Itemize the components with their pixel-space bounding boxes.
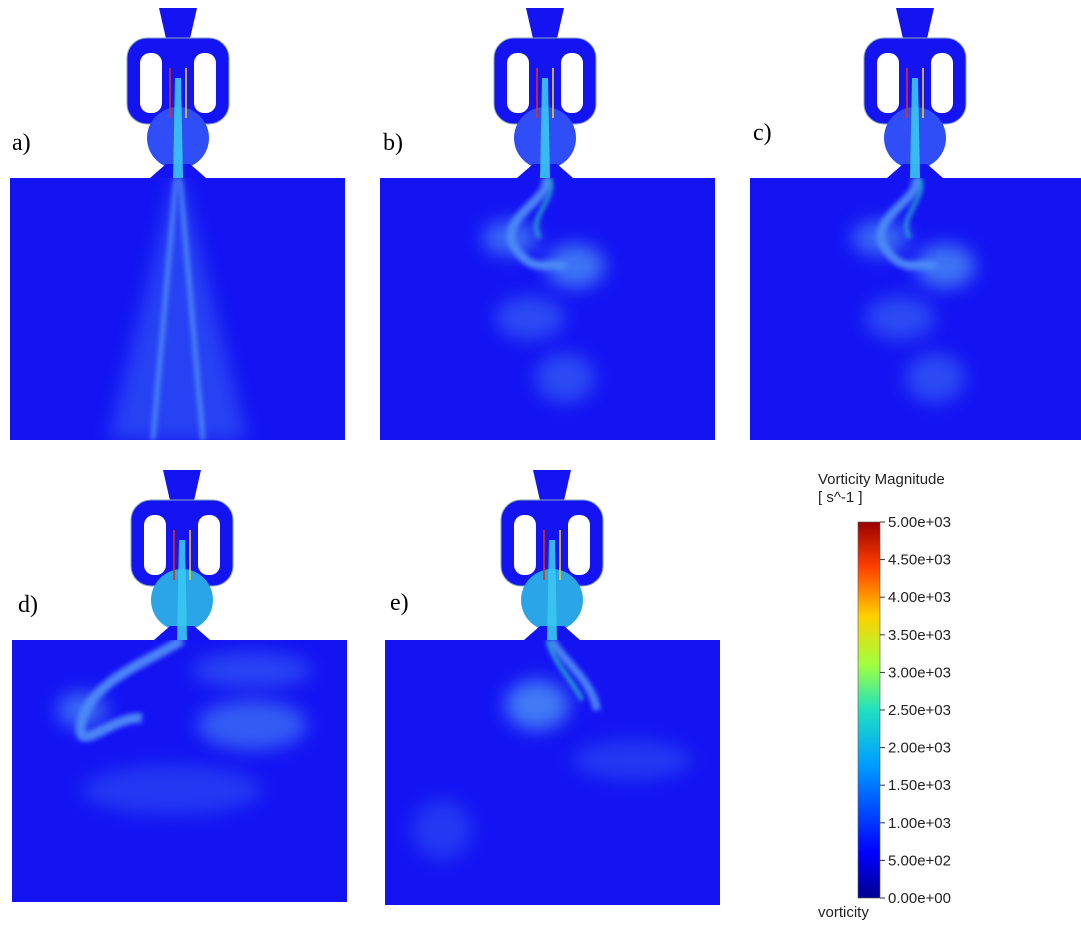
colorbar-tick-label: 2.00e+03	[888, 740, 951, 757]
colorbar-tick-label: 5.00e+03	[888, 514, 951, 531]
chamber-slot	[194, 53, 216, 113]
vortex	[57, 692, 107, 728]
vortex	[905, 353, 965, 403]
vortex	[197, 700, 307, 750]
colorbar-gradient	[858, 522, 880, 898]
panel-label: a)	[12, 130, 31, 156]
chamber-slot	[507, 53, 529, 113]
colorbar-title: Vorticity Magnitude	[818, 471, 945, 488]
figure: a) b) c) d) e) Vorticity Magnitude [ s^-1 ] …	[0, 0, 1081, 928]
panel-label: c)	[753, 120, 772, 146]
vortex	[852, 220, 908, 256]
panel-label: d)	[18, 592, 38, 618]
colorbar-unit: [ s^-1 ]	[818, 489, 863, 506]
colorbar-caption: vorticity	[818, 904, 869, 921]
chamber-slot	[514, 515, 536, 575]
vortex	[865, 296, 935, 340]
chamber-slot	[877, 53, 899, 113]
simulation-panel	[385, 470, 720, 905]
vortex	[82, 765, 262, 815]
colorbar-tick-label: 3.50e+03	[888, 627, 951, 644]
colorbar-tick-label: 2.50e+03	[888, 702, 951, 719]
chamber-slot	[198, 515, 220, 575]
simulation-panel	[380, 8, 715, 440]
simulation-panel	[10, 8, 345, 440]
colorbar-tick-label: 1.00e+03	[888, 815, 951, 832]
vortex	[412, 800, 472, 860]
panel-label: e)	[390, 590, 409, 616]
colorbar-tick-label: 3.00e+03	[888, 664, 951, 681]
chamber-slot	[931, 53, 953, 113]
chamber-slot	[568, 515, 590, 575]
panels: a) b) c) d) e)	[10, 8, 1081, 905]
colorbar-tick-label: 0.00e+00	[888, 890, 951, 907]
panel-label: b)	[383, 130, 403, 156]
vortex	[495, 296, 565, 340]
chamber-slot	[561, 53, 583, 113]
vortex	[482, 220, 538, 256]
vortex	[915, 244, 975, 288]
vortex	[192, 652, 312, 688]
vortex	[545, 244, 605, 288]
simulation-panel	[12, 470, 347, 902]
colorbar-tick-label: 4.00e+03	[888, 589, 951, 606]
vortex	[572, 740, 692, 780]
chamber-slot	[140, 53, 162, 113]
colorbar: Vorticity Magnitude [ s^-1 ] vorticity 5…	[818, 471, 951, 921]
colorbar-tick-label: 4.50e+03	[888, 552, 951, 569]
vortex	[505, 680, 569, 730]
colorbar-tick-label: 1.50e+03	[888, 777, 951, 794]
simulation-panel	[750, 8, 1081, 440]
colorbar-tick-label: 5.00e+02	[888, 852, 951, 869]
vortex	[535, 353, 595, 403]
chamber-slot	[144, 515, 166, 575]
